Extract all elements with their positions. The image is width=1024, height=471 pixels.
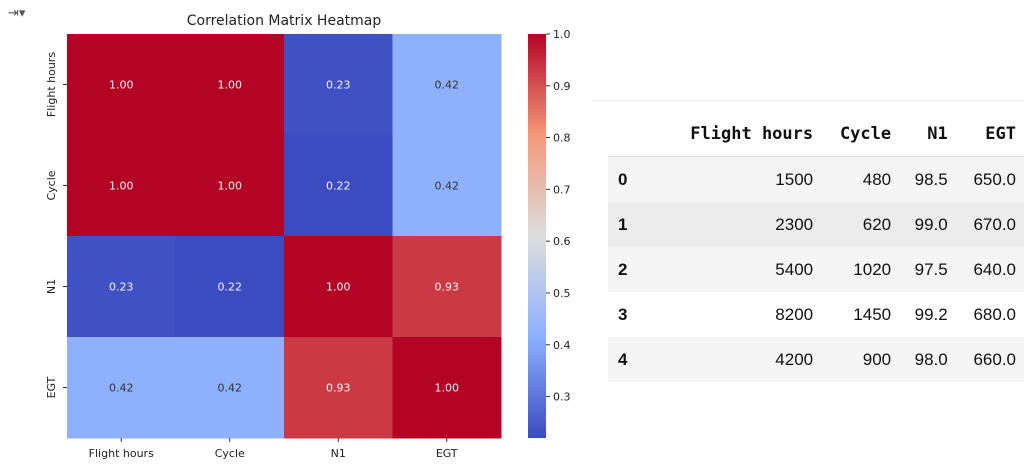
- column-header: EGT: [985, 124, 1016, 144]
- cell-value-label: 1.00: [435, 382, 460, 395]
- table-cell: 5400: [775, 259, 814, 279]
- x-tick-label: EGT: [436, 447, 458, 460]
- cell-value-label: 0.42: [435, 79, 460, 92]
- cell-value-label: 0.93: [435, 281, 460, 294]
- cell-value-label: 0.42: [109, 382, 134, 395]
- cell-value-label: 0.42: [435, 180, 460, 193]
- x-tick-label: Cycle: [215, 447, 245, 460]
- table-cell: 1450: [853, 304, 892, 324]
- cell-value-label: 1.00: [109, 79, 134, 92]
- heatmap-cell: [392, 34, 502, 136]
- cell-value-label: 0.22: [218, 281, 243, 294]
- output-toggle-icon[interactable]: ⇥▾: [8, 6, 26, 21]
- table-row: 3 8200 1450 99.2 680.0: [608, 292, 1024, 337]
- table-cell: 98.0: [914, 349, 948, 369]
- row-index: 1: [618, 214, 628, 234]
- colorbar-tick-label: 0.5: [553, 287, 571, 300]
- table-row: 0 1500 480 98.5 650.0: [608, 156, 1024, 202]
- heatmap-cell: [392, 337, 502, 439]
- y-tick-label: Cycle: [45, 170, 58, 200]
- colorbar-tick-label: 0.6: [553, 235, 571, 248]
- table-cell: 660.0: [973, 349, 1016, 369]
- column-header: Cycle: [839, 124, 892, 144]
- table-cell: 1500: [775, 169, 814, 189]
- table-cell: 670.0: [973, 214, 1016, 234]
- x-tick-label: Flight hours: [89, 447, 154, 460]
- heatmap-cell: [392, 135, 502, 237]
- table-cell: 98.5: [914, 169, 948, 189]
- colorbar-tick-label: 0.9: [553, 80, 571, 93]
- table-cell: 8200: [775, 304, 814, 324]
- correlation-heatmap: Correlation Matrix Heatmap 1.00 1.00 0.23 0.…: [45, 13, 571, 460]
- colorbar: [528, 34, 546, 438]
- table-cell: 480: [862, 169, 892, 189]
- heatmap-cell: [67, 34, 176, 136]
- heatmap-cell: [67, 236, 176, 338]
- heatmap-cell: [67, 135, 176, 237]
- colorbar-tick-label: 1.0: [553, 28, 571, 41]
- heatmap-cell: [175, 337, 285, 439]
- cell-value-label: 0.93: [326, 382, 351, 395]
- cell-value-label: 1.00: [326, 281, 351, 294]
- x-tick-label: N1: [331, 447, 346, 460]
- table-header-row: Flight hours Cycle N1 EGT: [608, 112, 1024, 157]
- row-index: 0: [618, 169, 628, 189]
- colorbar-tick-label: 0.4: [553, 339, 571, 352]
- colorbar-tick-label: 0.7: [553, 183, 571, 196]
- data-table: Flight hours Cycle N1 EGT 0 1500 480 98.5 65…: [608, 112, 1024, 382]
- column-header: N1: [927, 124, 948, 144]
- table-cell: 4200: [775, 349, 814, 369]
- heatmap-cell: [284, 236, 393, 338]
- table-cell: 97.5: [914, 259, 948, 279]
- table-row: 2 5400 1020 97.5 640.0: [608, 247, 1024, 292]
- column-header: Flight hours: [690, 124, 814, 144]
- y-tick-label: EGT: [45, 376, 58, 398]
- heatmap-cell: [67, 337, 176, 439]
- heatmap-cell: [284, 135, 393, 237]
- table-cell: 620: [862, 214, 892, 234]
- table-cell: 680.0: [973, 304, 1016, 324]
- cell-value-label: 1.00: [109, 180, 134, 193]
- table-row: 1 2300 620 99.0 670.0: [608, 202, 1024, 247]
- cell-value-label: 1.00: [218, 79, 243, 92]
- table-cell: 640.0: [973, 259, 1016, 279]
- chart-title: Correlation Matrix Heatmap: [187, 13, 382, 29]
- heatmap-cell: [284, 337, 393, 439]
- cell-value-label: 0.22: [326, 180, 351, 193]
- table-cell: 2300: [775, 214, 814, 234]
- table-row: 4 4200 900 98.0 660.0: [608, 337, 1024, 382]
- cell-value-label: 0.42: [218, 382, 243, 395]
- row-index: 3: [618, 304, 628, 324]
- cell-value-label: 0.23: [326, 79, 351, 92]
- heatmap-cell: [284, 34, 393, 136]
- row-index: 2: [618, 259, 628, 279]
- cell-value-label: 0.23: [109, 281, 134, 294]
- y-tick-label: N1: [45, 279, 58, 294]
- colorbar-tick-label: 0.3: [553, 391, 571, 404]
- heatmap-cell: [175, 236, 285, 338]
- heatmap-cell: [175, 135, 285, 237]
- heatmap-cell: [175, 34, 285, 136]
- divider: [592, 100, 1024, 101]
- y-tick-label: Flight hours: [45, 52, 58, 117]
- table-cell: 99.2: [914, 304, 948, 324]
- row-index: 4: [618, 349, 628, 369]
- cell-value-label: 1.00: [218, 180, 243, 193]
- heatmap-cell: [392, 236, 502, 338]
- colorbar-tick-label: 0.8: [553, 132, 571, 145]
- table-cell: 1020: [853, 259, 892, 279]
- table-cell: 650.0: [973, 169, 1016, 189]
- table-cell: 900: [862, 349, 892, 369]
- table-cell: 99.0: [914, 214, 948, 234]
